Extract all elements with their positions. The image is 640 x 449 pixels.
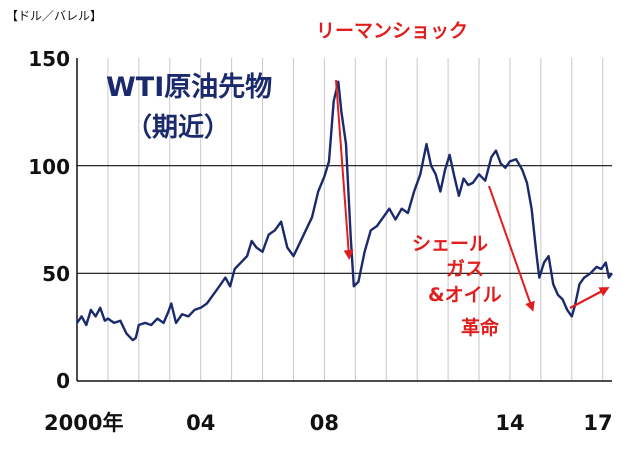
annotation-shale-1: シェール [412,233,488,255]
xtick-17: 17 [583,411,612,435]
xtick-14: 14 [495,411,524,435]
annotation-shale-4: 革命 [461,316,500,339]
xtick-2000: 2000年 [44,411,123,435]
annotation-lehman: リーマンショック [316,20,468,42]
ytick-50: 50 [42,262,70,286]
arrow-shale-decline [488,185,535,312]
series-line-wti [76,80,613,342]
xtick-04: 04 [186,411,215,435]
arrow-lehman [335,79,354,260]
unit-label: 【ドル／バレル】 [6,9,102,23]
xtick-08: 08 [310,411,339,435]
chart-title: WTI原油先物 [106,72,272,103]
annotation-shale-2: ガス [446,258,484,280]
ytick-0: 0 [56,369,70,393]
ytick-100: 100 [28,155,70,179]
chart-subtitle: （期近） [126,113,230,143]
ytick-150: 150 [28,47,70,71]
arrow-recovery [569,287,610,309]
annotation-shale-3: &オイル [428,284,502,306]
grid-lines [77,58,612,381]
